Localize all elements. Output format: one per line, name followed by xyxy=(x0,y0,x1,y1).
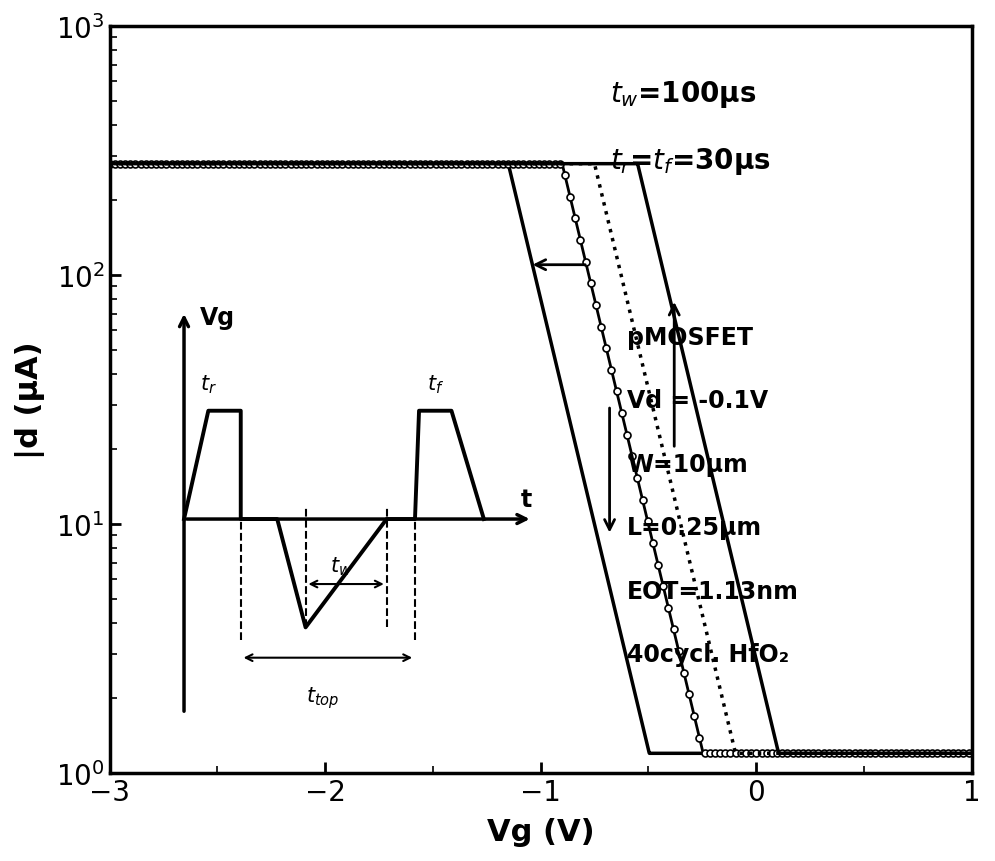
Text: $t_r$=$t_f$=30μs: $t_r$=$t_f$=30μs xyxy=(609,146,770,177)
X-axis label: Vg (V): Vg (V) xyxy=(487,817,594,846)
Text: W=10μm: W=10μm xyxy=(627,452,747,476)
Text: 40cycl. HfO₂: 40cycl. HfO₂ xyxy=(627,642,789,666)
Text: L=0.25μm: L=0.25μm xyxy=(627,516,761,540)
Text: pMOSFET: pMOSFET xyxy=(627,325,752,350)
Text: Vd = -0.1V: Vd = -0.1V xyxy=(627,389,767,412)
Text: EOT=1.13nm: EOT=1.13nm xyxy=(627,579,798,603)
Text: $t_w$=100μs: $t_w$=100μs xyxy=(609,79,755,110)
Y-axis label: |d (μA): |d (μA) xyxy=(15,341,45,459)
